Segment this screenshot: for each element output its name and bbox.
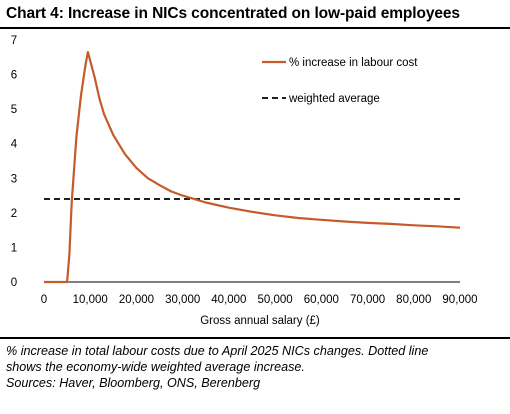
series-group <box>44 51 461 284</box>
x-tick-label: 70,000 <box>350 294 385 306</box>
x-tick-label: 80,000 <box>396 294 431 306</box>
y-tick-label: 7 <box>11 35 17 47</box>
note-line: shows the economy-wide weighted average … <box>6 360 305 374</box>
legend-label: % increase in labour cost <box>289 57 418 69</box>
x-tick-label: 40,000 <box>211 294 246 306</box>
note-line: % increase in total labour costs due to … <box>6 344 429 358</box>
y-tick-label: 5 <box>11 104 17 116</box>
x-tick-label: 60,000 <box>304 294 339 306</box>
chart-title: Chart 4: Increase in NICs concentrated o… <box>6 5 460 22</box>
y-tick-label: 1 <box>11 242 17 254</box>
title-divider <box>0 27 510 29</box>
x-tick-label: 30,000 <box>165 294 200 306</box>
legend: % increase in labour cost weighted averag… <box>262 57 418 105</box>
x-axis-tick-labels: 0 10,000 20,000 30,000 40,000 50,000 60,000 70,… <box>41 294 478 306</box>
x-tick-label: 10,000 <box>73 294 108 306</box>
y-tick-label: 0 <box>11 277 17 289</box>
source-line: Sources: Haver, Bloomberg, ONS, Berenber… <box>6 376 261 390</box>
y-tick-label: 2 <box>11 208 17 220</box>
x-tick-label: 0 <box>41 294 47 306</box>
chart-notes: % increase in total labour costs due to … <box>6 343 428 391</box>
x-tick-label: 20,000 <box>119 294 154 306</box>
labour-cost-increase-line <box>44 51 461 284</box>
y-tick-label: 4 <box>11 139 18 151</box>
line-chart: 0 1 2 3 4 5 6 7 0 10,000 20,000 30,000 40,000 50,000… <box>11 35 478 327</box>
y-tick-label: 3 <box>11 173 17 185</box>
footer-divider <box>0 337 510 339</box>
y-axis-tick-labels: 0 1 2 3 4 5 6 7 <box>11 35 18 289</box>
legend-label: weighted average <box>288 93 380 105</box>
x-axis-title: Gross annual salary (£) <box>200 315 320 327</box>
x-tick-label: 50,000 <box>258 294 293 306</box>
x-tick-label: 90,000 <box>442 294 477 306</box>
y-tick-label: 6 <box>11 70 17 82</box>
